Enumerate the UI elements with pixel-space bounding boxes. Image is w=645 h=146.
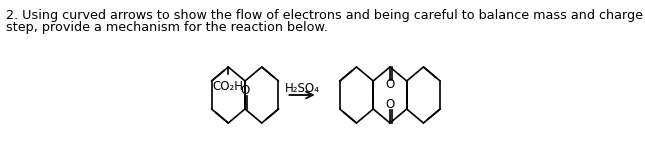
Text: O: O [385,99,395,112]
Text: CO₂H: CO₂H [213,80,244,93]
Text: step, provide a mechanism for the reaction below.: step, provide a mechanism for the reacti… [6,21,328,34]
Text: O: O [385,79,395,92]
Text: H₂SO₄: H₂SO₄ [284,81,319,94]
Text: O: O [241,85,250,98]
Text: 2. Using curved arrows to show the flow of electrons and being careful to balanc: 2. Using curved arrows to show the flow … [6,9,645,22]
